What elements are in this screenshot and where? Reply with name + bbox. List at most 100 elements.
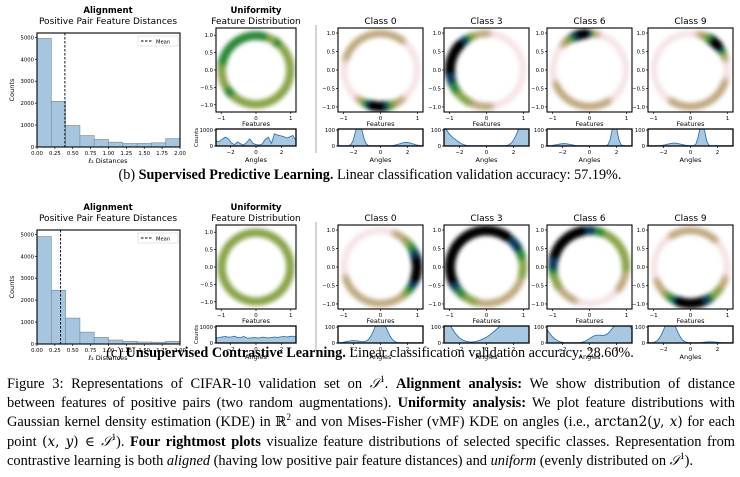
x-axis-label: Angles <box>476 353 498 361</box>
caption-math: 2 <box>286 412 292 423</box>
angle-kde <box>216 335 296 343</box>
caption-text: point <box>7 433 43 450</box>
legend-box <box>137 232 179 244</box>
angle-density-area <box>216 336 296 343</box>
x-tick-label: 1.25 <box>120 348 132 354</box>
class-panel: Class 6 −1 0 1 1.0 0.5 0.0 −0.5 −1.0 Features −2 0 2… <box>531 17 633 164</box>
y-tick-label: 0.5 <box>637 50 645 56</box>
histogram-bar <box>108 339 124 345</box>
y-tick-label: 100 <box>431 325 442 331</box>
y-tick-label: 1000 <box>21 320 35 326</box>
x-tick-label: 0 <box>254 313 258 319</box>
y-tick-label: −1.0 <box>632 105 645 111</box>
y-tick-label: 100 <box>635 128 646 134</box>
alignment-title: Alignment <box>83 203 132 213</box>
density-blob <box>444 260 456 271</box>
histogram-bar <box>165 138 181 148</box>
y-tick-label: 0.5 <box>536 50 544 56</box>
y-tick-label: −1.0 <box>428 105 441 111</box>
x-tick-label: −1 <box>649 313 657 319</box>
x-tick-label: 1 <box>726 313 730 319</box>
histogram-bar <box>36 236 52 345</box>
plot-bg <box>444 225 529 309</box>
y-tick-label: 100 <box>534 128 545 134</box>
y-tick-label: 1.0 <box>637 31 646 37</box>
y-tick-label: 1.0 <box>327 228 336 234</box>
x-tick-label: 1 <box>289 116 293 122</box>
x-tick-label: −1 <box>548 313 556 319</box>
y-tick-label: 1.0 <box>536 31 545 37</box>
x-tick-label: 0 <box>588 116 592 122</box>
x-tick-label: 0 <box>588 150 592 156</box>
x-tick-label: 1 <box>522 116 526 122</box>
x-tick-label: −1 <box>445 116 453 122</box>
caption-math: ( <box>42 433 48 450</box>
angle-density-area <box>338 129 423 146</box>
plot-bg <box>547 28 632 112</box>
x-tick-label: −1 <box>339 313 347 319</box>
y-tick-label: 0.5 <box>327 247 335 253</box>
x-tick-label: −2 <box>226 347 234 353</box>
uniformity-subtitle: Feature Distribution <box>211 214 300 224</box>
x-tick-label: −2 <box>226 150 234 156</box>
y-tick-label: 1.0 <box>433 228 442 234</box>
x-tick-label: −2 <box>659 347 667 353</box>
x-tick-label: 0 <box>689 150 693 156</box>
legend-label: Mean <box>156 236 170 242</box>
angle-density-area <box>444 326 529 343</box>
caption-math: 1 <box>380 374 385 385</box>
caption-line: contrastive learning is both aligned (ha… <box>7 452 735 471</box>
y-tick-label: 0 <box>210 341 214 347</box>
density-blob <box>649 261 658 270</box>
caption-line: between features of positive pairs (two … <box>7 394 735 413</box>
y-tick-label: −0.5 <box>322 283 335 289</box>
angle-density-line <box>216 335 296 339</box>
caption-math: , <box>660 414 670 431</box>
class-title: Class 0 <box>364 17 397 27</box>
class-panel: Class 0 −1 0 1 1.0 0.5 0.0 −0.5 −1.0 Features −2 0 2… <box>322 214 424 361</box>
y-tick-label: −1.0 <box>200 103 213 109</box>
y-tick-label: 0.0 <box>433 265 442 271</box>
x-tick-label: 2 <box>406 347 410 353</box>
x-tick-label: −2 <box>558 347 566 353</box>
x-tick-label: −2 <box>455 150 463 156</box>
x-axis-label: Features <box>473 317 502 325</box>
kde-plot <box>216 28 296 112</box>
class-panel: Class 0 −1 0 1 1.0 0.5 0.0 −0.5 −1.0 Features −2 0 2… <box>322 17 424 164</box>
kde-density <box>339 226 423 308</box>
y-tick-label: 0.0 <box>205 265 214 271</box>
plot-bg <box>338 28 423 112</box>
histogram-bar <box>79 331 95 345</box>
x-tick-label: 1.50 <box>138 151 150 157</box>
y-tick-label: 1000 <box>21 123 35 129</box>
axes-frame <box>647 128 734 147</box>
plot-bg <box>648 28 733 112</box>
y-tick-label: 0.0 <box>536 68 545 74</box>
class-title: Class 9 <box>674 17 707 27</box>
y-tick-label: 0 <box>210 144 214 150</box>
caption-math: x <box>669 414 678 431</box>
x-tick-label: −2 <box>349 347 357 353</box>
y-tick-label: −0.5 <box>200 282 213 288</box>
kde-density <box>649 226 732 309</box>
kde-density <box>548 28 631 111</box>
x-tick-label: −2 <box>659 150 667 156</box>
y-tick-label: 0.0 <box>327 265 336 271</box>
alignment-subtitle: Positive Pair Feature Distances <box>39 17 177 27</box>
class-panel: Class 9 −1 0 1 1.0 0.5 0.0 −0.5 −1.0 Features −2 0 2… <box>632 214 734 361</box>
x-axis-label: Features <box>677 317 706 325</box>
plot-bg <box>547 225 632 309</box>
y-tick-label: 0.5 <box>637 247 645 253</box>
alignment-title: Alignment <box>83 6 132 16</box>
x-tick-label: −2 <box>455 347 463 353</box>
caption-text: contrastive learning is both <box>7 452 167 469</box>
x-tick-label: 0 <box>485 347 489 353</box>
x-tick-label: 0 <box>379 313 383 319</box>
x-axis-label: Angles <box>579 353 601 361</box>
x-tick-label: 0 <box>689 116 693 122</box>
x-tick-label: 2 <box>406 150 410 156</box>
x-tick-label: 2 <box>615 347 619 353</box>
x-axis-label: Features <box>576 120 605 128</box>
